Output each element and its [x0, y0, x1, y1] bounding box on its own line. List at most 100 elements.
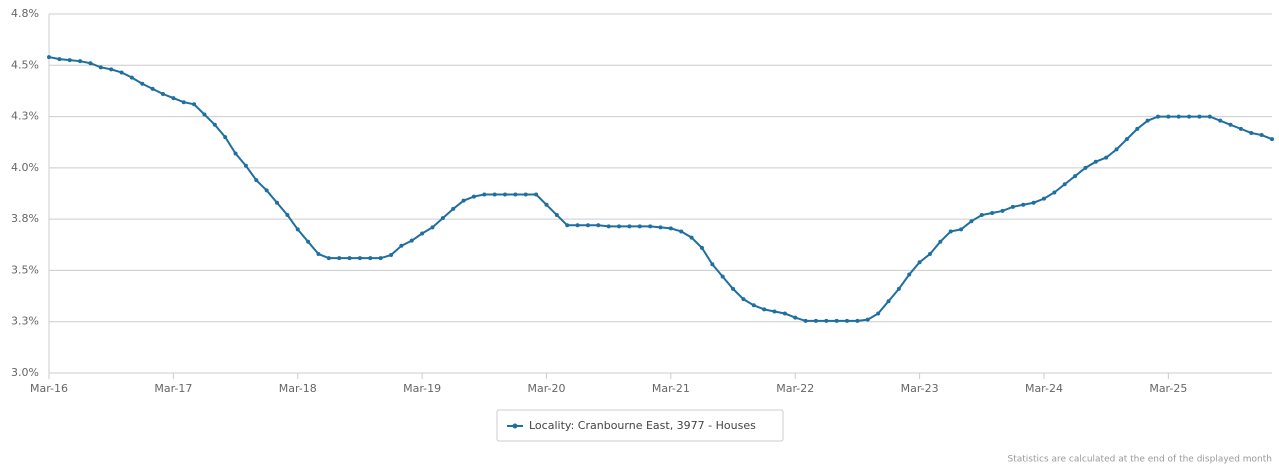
- data-point: [948, 229, 953, 234]
- data-point: [896, 286, 901, 291]
- data-point: [1093, 159, 1098, 164]
- data-point: [295, 227, 300, 232]
- x-tick-label: Mar-24: [1025, 382, 1063, 395]
- data-point: [316, 252, 321, 257]
- data-point: [803, 318, 808, 323]
- data-point: [1062, 182, 1067, 187]
- data-point: [927, 252, 932, 257]
- data-point: [513, 192, 518, 197]
- data-point: [523, 192, 528, 197]
- data-point: [409, 238, 414, 243]
- data-point: [1166, 114, 1171, 119]
- legend-swatch-dot: [512, 423, 518, 429]
- data-point: [762, 307, 767, 312]
- data-point: [1207, 114, 1212, 119]
- data-point: [585, 223, 590, 228]
- data-point: [1270, 137, 1274, 142]
- data-point: [876, 311, 881, 316]
- data-point: [1218, 118, 1223, 123]
- data-point: [192, 102, 197, 107]
- data-point: [368, 256, 373, 261]
- data-point: [181, 100, 186, 105]
- data-point: [420, 231, 425, 236]
- data-point: [337, 256, 342, 261]
- y-tick-label: 4.8%: [11, 7, 39, 20]
- data-point: [171, 96, 176, 101]
- data-point: [969, 219, 974, 224]
- x-tick-label: Mar-20: [527, 382, 565, 395]
- data-point: [917, 260, 922, 265]
- data-point: [119, 70, 124, 75]
- data-point: [720, 274, 725, 279]
- data-point: [109, 67, 114, 72]
- data-point: [1124, 137, 1129, 142]
- data-point: [212, 122, 217, 127]
- data-point: [1187, 114, 1192, 119]
- data-point: [306, 239, 311, 244]
- data-point: [1073, 174, 1078, 179]
- data-point: [959, 227, 964, 232]
- data-point: [554, 213, 559, 218]
- data-point: [845, 318, 850, 323]
- data-point: [886, 299, 891, 304]
- data-point: [596, 223, 601, 228]
- data-point: [544, 202, 549, 207]
- data-point: [57, 57, 62, 62]
- data-point: [451, 206, 456, 211]
- legend-label: Locality: Cranbourne East, 3977 - Houses: [529, 419, 756, 432]
- x-tick-label: Mar-25: [1149, 382, 1187, 395]
- data-point: [492, 192, 497, 197]
- data-point: [78, 59, 83, 64]
- data-point: [471, 194, 476, 199]
- data-point: [813, 318, 818, 323]
- data-point: [658, 225, 663, 230]
- data-point: [782, 311, 787, 316]
- series-line: [48, 56, 1273, 322]
- data-point: [440, 216, 445, 221]
- x-tick-label: Mar-22: [776, 382, 814, 395]
- data-point: [1052, 190, 1057, 195]
- data-point: [399, 243, 404, 248]
- y-tick-label: 3.5%: [11, 263, 39, 276]
- data-point: [710, 262, 715, 267]
- data-point: [741, 297, 746, 302]
- data-point: [834, 318, 839, 323]
- data-point: [575, 223, 580, 228]
- data-point: [285, 213, 290, 218]
- data-point: [161, 92, 166, 97]
- data-point: [865, 317, 870, 322]
- data-point: [243, 163, 248, 168]
- data-point: [772, 309, 777, 314]
- data-point: [627, 224, 632, 229]
- data-point: [1104, 155, 1109, 160]
- data-point: [98, 65, 103, 70]
- x-tick-label: Mar-21: [652, 382, 690, 395]
- y-tick-label: 4.5%: [11, 58, 39, 71]
- data-point: [617, 224, 622, 229]
- footnote: Statistics are calculated at the end of …: [1008, 455, 1273, 465]
- data-point: [793, 315, 798, 320]
- data-point: [1010, 204, 1015, 209]
- y-tick-label: 4.3%: [11, 110, 39, 123]
- data-point: [824, 318, 829, 323]
- x-tick-label: Mar-16: [30, 382, 68, 395]
- x-tick-label: Mar-18: [279, 382, 317, 395]
- data-point: [1021, 202, 1026, 207]
- data-point: [503, 192, 508, 197]
- data-point: [1000, 208, 1005, 213]
- y-tick-label: 4.0%: [11, 161, 39, 174]
- data-point: [430, 225, 435, 230]
- data-point: [1135, 126, 1140, 131]
- data-point: [202, 112, 207, 117]
- data-point: [1176, 114, 1181, 119]
- x-tick-label: Mar-23: [901, 382, 939, 395]
- data-point: [637, 224, 642, 229]
- data-point: [907, 272, 912, 277]
- data-point: [482, 192, 487, 197]
- data-point: [233, 151, 238, 156]
- y-tick-label: 3.8%: [11, 212, 39, 225]
- data-point: [275, 200, 280, 205]
- data-point: [389, 253, 394, 258]
- data-point: [855, 318, 860, 323]
